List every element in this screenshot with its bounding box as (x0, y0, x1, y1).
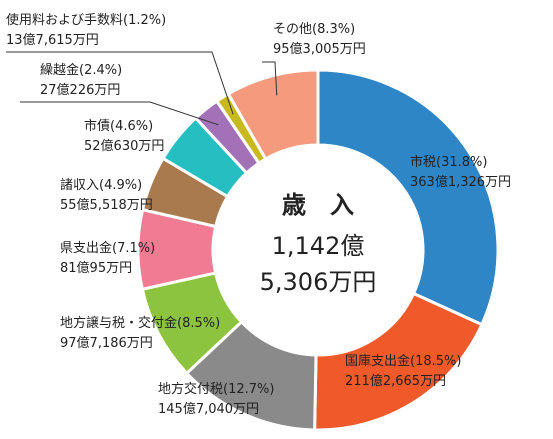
slice-amount-0: 363億1,326万円 (410, 174, 511, 190)
slice-label-1: 国庫支出金(18.5%) (345, 353, 461, 369)
slice-label-3: 地方譲与税・交付金(8.5%) (60, 315, 220, 331)
slice-amount-2: 145億7,040万円 (158, 401, 259, 417)
slice-amount-1: 211億2,665万円 (345, 373, 446, 389)
slice-label-0: 市税(31.8%) (410, 154, 487, 170)
slice-label-6: 市債(4.6%) (84, 118, 153, 134)
slice-label-9: その他(8.3%) (273, 22, 355, 37)
slice-amount-3: 97億7,186万円 (60, 335, 153, 351)
leader-line-7 (20, 101, 219, 126)
center-total-line1: 1,142億 (272, 232, 365, 260)
center-title: 歳 入 (282, 191, 354, 219)
donut-slices (136, 68, 500, 432)
slice-amount-8: 13億7,615万円 (6, 32, 99, 48)
leader-line-8 (6, 51, 234, 115)
slice-amount-5: 55億5,518万円 (60, 197, 153, 213)
slice-amount-6: 52億630万円 (84, 138, 164, 154)
slice-label-4: 県支出金(7.1%) (60, 240, 155, 256)
slice-amount-4: 81億95万円 (60, 260, 132, 276)
slice-0 (316, 68, 500, 327)
slice-9 (226, 68, 320, 162)
slice-amount-7: 27億226万円 (40, 82, 120, 98)
slice-label-7: 繰越金(2.4%) (40, 62, 122, 78)
slice-label-2: 地方交付税(12.7%) (158, 381, 274, 397)
slice-amount-9: 95億3,005万円 (273, 41, 366, 57)
slice-label-8: 使用料および手数料(1.2%) (6, 12, 166, 28)
leader-line-9 (262, 61, 278, 96)
slice-label-5: 諸収入(4.9%) (60, 177, 142, 193)
center-total-line2: 5,306万円 (260, 268, 377, 296)
leader-lines (6, 51, 278, 126)
